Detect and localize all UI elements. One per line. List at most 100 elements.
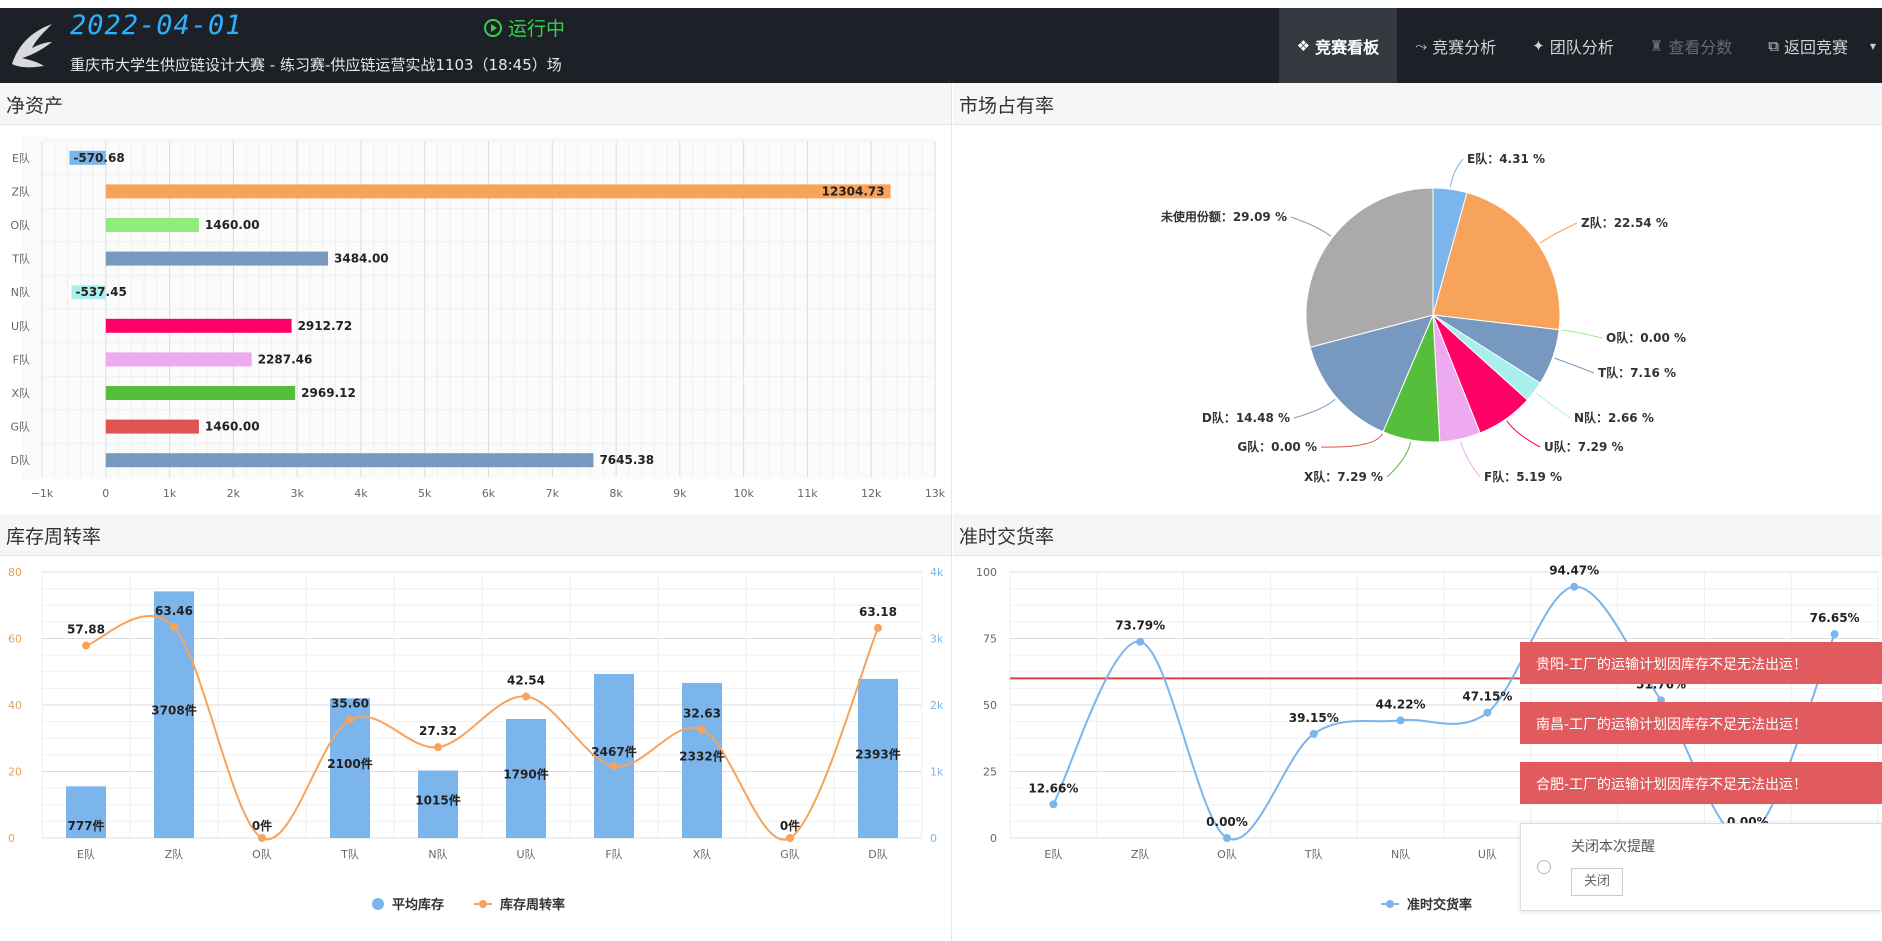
line-data-label: 42.54 (507, 674, 545, 688)
tick-label: 1k (163, 487, 177, 500)
panel-net-assets: 净资产 E队 -570.68 Z队 12304.73 O队 1460.00 T队 3484.0… (0, 83, 952, 513)
line-point (786, 834, 794, 842)
run-status-label: 运行中 (508, 18, 566, 40)
bar-data-label: 2100件 (327, 756, 372, 771)
nav-view-scores-label: 查看分数 (1668, 37, 1733, 57)
notification-toast[interactable]: 贵阳-工厂的运输计划因库存不足无法出运！ (1520, 642, 1882, 684)
nav-back-to-competition[interactable]: ⧉ 返回竞赛 (1750, 8, 1866, 83)
market-share-chart: E队：4.31 % Z队：22.54 % O队：0.00 % T队：7.16 % N队：… (1160, 151, 1686, 484)
category-label: N队 (1391, 847, 1410, 861)
left-tick-label: 80 (8, 566, 22, 579)
pie-slice (1305, 187, 1434, 348)
nav-competition-analysis[interactable]: ⤳ 竞赛分析 (1397, 8, 1514, 83)
tick-label: 11k (797, 487, 818, 500)
connector-line (1386, 441, 1411, 478)
data-label: -570.68 (73, 151, 124, 165)
data-label: 2969.12 (301, 386, 356, 400)
line-point (522, 692, 530, 701)
line-point (346, 715, 354, 724)
tick-label: 100 (976, 566, 997, 579)
data-label: 1460.00 (205, 218, 260, 232)
tick-label: 4k (354, 487, 368, 500)
series-line (1052, 585, 1836, 841)
line-point (82, 641, 90, 650)
tick-label: 9k (673, 487, 687, 500)
right-tick-label: 4k (930, 566, 944, 579)
bar-data-label: 2332件 (679, 748, 724, 763)
connector-line (1449, 158, 1464, 188)
slice-label: N队：2.66 % (1574, 410, 1654, 425)
line-point (698, 725, 706, 734)
panel-title: 净资产 (0, 83, 951, 125)
current-date: 2022-04-01 (70, 10, 243, 41)
nav-dashboard-label: 竞赛看板 (1315, 37, 1380, 57)
right-tick-label: 3k (930, 633, 944, 646)
nav-view-scores[interactable]: ♜ 查看分数 (1632, 8, 1750, 83)
nav-competition-analysis-label: 竞赛分析 (1432, 37, 1497, 57)
connector-line (1293, 398, 1336, 419)
line-point (1309, 729, 1318, 738)
line-data-label: 63.46 (155, 604, 193, 618)
notification-toast[interactable]: 南昌-工厂的运输计划因库存不足无法出运！ (1520, 702, 1882, 744)
data-label: 94.47% (1549, 564, 1599, 578)
category-label: D队 (11, 453, 30, 467)
notification-toast[interactable]: 合肥-工厂的运输计划因库存不足无法出运！ (1520, 762, 1882, 804)
bar (682, 682, 722, 838)
data-label: 76.65% (1810, 611, 1860, 625)
category-label: N队 (11, 285, 30, 299)
bar (105, 386, 296, 400)
data-label: 3484.00 (334, 252, 389, 266)
line-data-label: 27.32 (419, 724, 457, 738)
nav-more-dropdown[interactable]: ▾ (1866, 8, 1882, 83)
data-label: 47.15% (1462, 690, 1512, 704)
bar-data-label: 777件 (67, 818, 104, 833)
tick-label: 5k (418, 487, 432, 500)
connector-line (1535, 392, 1571, 419)
slice-label: E队：4.31 % (1467, 151, 1545, 166)
category-label: X队 (693, 847, 712, 861)
category-label: F队 (13, 352, 30, 366)
line-point (1223, 834, 1231, 842)
inventory-turnover-chart: 0 20 40 60 80 0 1k 2k 3k 4k E队 777件 Z队 3708件 O队 0件 T队 210… (8, 566, 944, 913)
tick-label: 50 (983, 699, 997, 712)
bar (506, 718, 546, 838)
connector-line (1554, 357, 1595, 374)
category-label: D队 (868, 847, 887, 861)
dismiss-checkbox[interactable] (1537, 860, 1551, 874)
tick-label: 25 (983, 766, 997, 779)
nav-team-analysis[interactable]: ✦ 团队分析 (1514, 8, 1632, 83)
dashboard-icon: ❖ (1296, 36, 1311, 55)
category-label: Z队 (11, 184, 30, 198)
slice-label: U队：7.29 % (1544, 439, 1624, 454)
category-label: E队 (77, 847, 95, 861)
category-label: N队 (428, 847, 447, 861)
bar (66, 786, 106, 838)
panel-inventory-turnover: 库存周转率 0 20 40 60 80 0 1k 2k 3k 4k E队 777件 Z队 3708件 O队 0… (0, 514, 952, 941)
connector-line (1539, 222, 1578, 244)
data-label: 7645.38 (599, 453, 654, 467)
data-label: -537.45 (76, 285, 127, 299)
data-label: 2287.46 (258, 352, 313, 366)
bar-data-label: 2393件 (855, 746, 900, 761)
slice-label: T队：7.16 % (1598, 365, 1676, 380)
line-data-label: 32.63 (683, 707, 721, 721)
series-line (85, 614, 879, 841)
connector-line (1506, 420, 1541, 448)
data-label: 39.15% (1289, 711, 1339, 725)
data-label: 1460.00 (205, 420, 260, 434)
line-data-label: 57.88 (67, 623, 105, 637)
tick-label: 0 (102, 487, 109, 500)
nav-dashboard[interactable]: ❖ 竞赛看板 (1278, 8, 1398, 83)
chevron-down-icon: ▾ (1869, 38, 1876, 53)
trend-icon: ⤳ (1415, 36, 1428, 55)
line-point (874, 623, 882, 632)
line-point (1570, 582, 1579, 591)
line-point (1136, 637, 1145, 646)
line-data-label: 63.18 (859, 605, 897, 619)
tick-label: 0 (990, 832, 997, 845)
legend-marker (479, 900, 487, 908)
legend-label: 平均库存 (392, 897, 444, 913)
tick-label: 8k (609, 487, 623, 500)
close-button[interactable]: 关闭 (1571, 868, 1623, 896)
external-link-icon: ⧉ (1768, 36, 1779, 55)
